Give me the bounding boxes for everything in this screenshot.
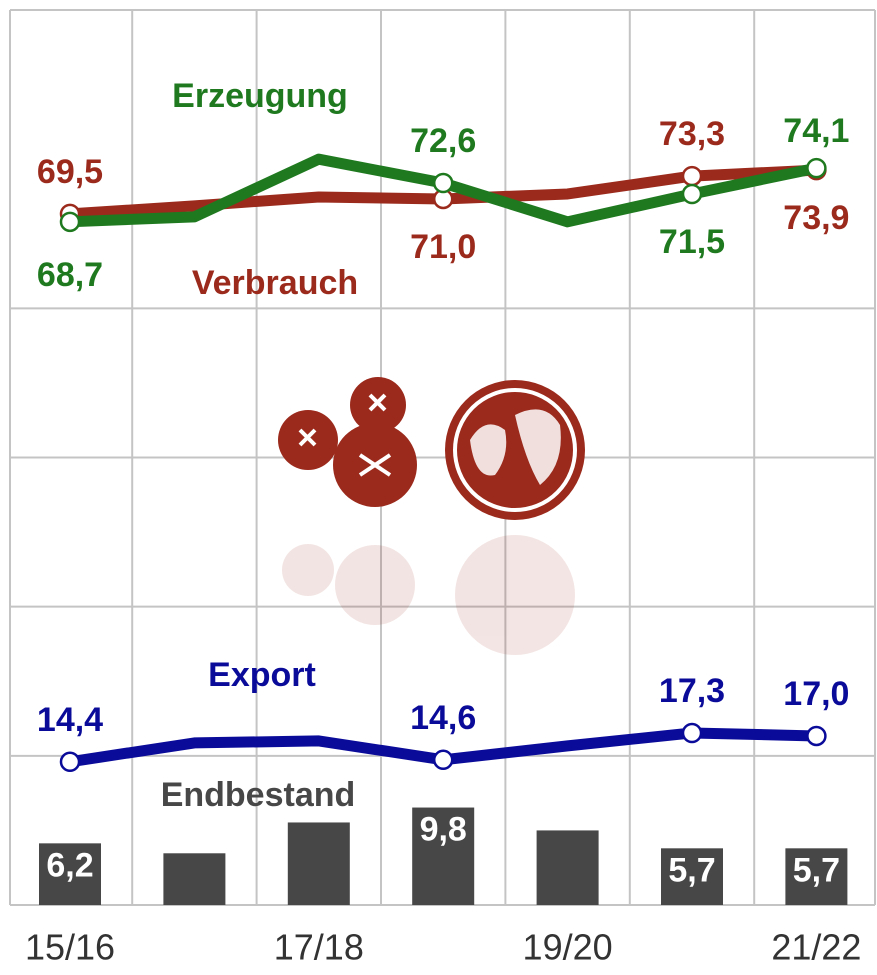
bar	[661, 848, 723, 905]
point-marker	[432, 172, 454, 194]
data-label: 73,3	[659, 115, 725, 153]
data-label: 71,5	[659, 223, 725, 261]
x-tick-label: 17/18	[274, 927, 364, 968]
data-label: 5,7	[668, 851, 715, 889]
bar	[287, 822, 350, 905]
data-label: 9,8	[420, 811, 467, 849]
data-label: 74,1	[783, 112, 849, 150]
data-label: 17,3	[659, 672, 725, 710]
bar	[39, 843, 101, 905]
data-label: 14,4	[37, 701, 103, 739]
data-label: 5,7	[793, 851, 840, 889]
bar	[536, 830, 599, 905]
data-label: 72,6	[410, 122, 476, 160]
data-label: 17,0	[783, 675, 849, 713]
x-tick-label: 15/16	[25, 927, 115, 968]
x-tick-label: 21/22	[771, 927, 861, 968]
x-tick-label: 19/20	[523, 927, 613, 968]
point-marker	[806, 157, 827, 179]
series-name-label: Verbrauch	[192, 264, 358, 302]
logo	[278, 377, 585, 520]
flower-icon	[278, 377, 417, 507]
data-label: 14,6	[410, 699, 476, 737]
data-label: 68,7	[37, 256, 103, 294]
bar	[412, 807, 475, 905]
data-label: 71,0	[410, 228, 476, 266]
series-name-label: Erzeugung	[172, 77, 348, 115]
point-marker	[681, 183, 703, 205]
data-label: 69,5	[37, 153, 103, 191]
point-marker	[681, 165, 703, 187]
bar	[163, 853, 226, 905]
point-marker	[59, 751, 81, 773]
point-marker	[432, 749, 454, 771]
data-label: 6,2	[46, 846, 93, 884]
bar	[785, 848, 848, 905]
point-marker	[681, 722, 703, 744]
grid	[9, 9, 876, 906]
series-name-label: Endbestand	[161, 776, 356, 814]
point-marker	[806, 725, 827, 747]
data-label: 73,9	[783, 199, 849, 237]
globe-icon	[445, 380, 585, 520]
logo-reflection	[282, 535, 575, 655]
series-name-label: Export	[208, 656, 316, 694]
point-marker	[59, 211, 81, 233]
